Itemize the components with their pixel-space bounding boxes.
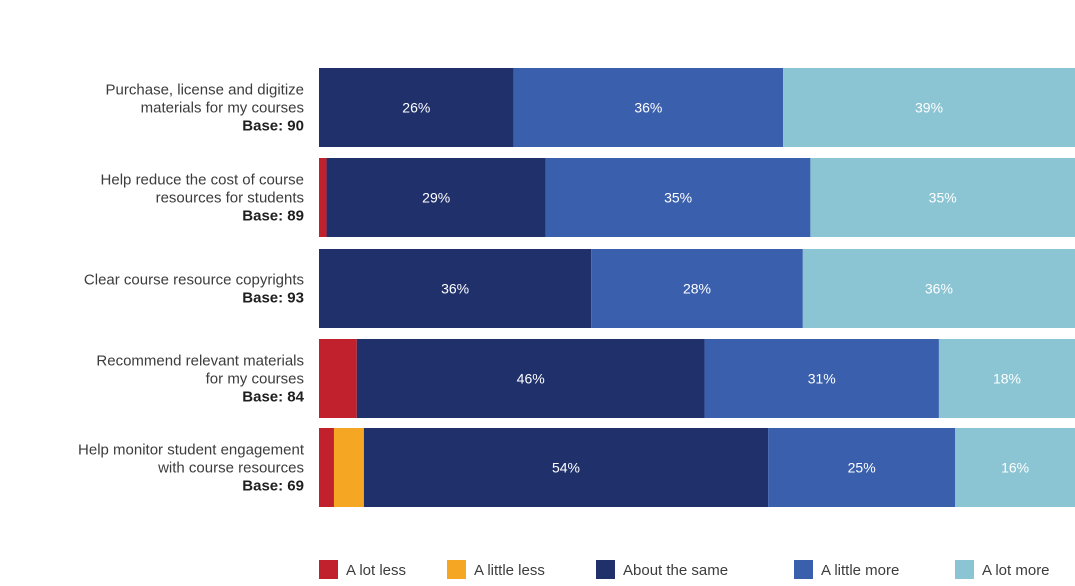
category-base: Base: 84 (242, 389, 304, 406)
bar-segment (938, 339, 1075, 418)
category-label: Purchase, license and digitizematerials … (106, 82, 304, 135)
bar-segment (810, 158, 1075, 237)
legend: A lot less A little less About the same A l… (319, 560, 1050, 579)
data-label: 36% (441, 281, 469, 297)
bar-row: 54% 25% 16% (319, 428, 1075, 507)
bar-rows: 26% 36% 39% 29% 35% 35% 36% 28% 36% 46% 31% 18% 54% 2… (319, 68, 1075, 507)
data-label: 29% (422, 190, 450, 206)
legend-label: A little more (821, 562, 899, 579)
legend-item: About the same (596, 560, 728, 579)
bar-row: 29% 35% 35% (319, 158, 1075, 237)
bar-row: 46% 31% 18% (319, 339, 1075, 418)
legend-swatch (319, 560, 338, 579)
bar-row: 36% 28% 36% (319, 249, 1075, 328)
category-labels: Purchase, license and digitizematerials … (78, 82, 305, 495)
category-label-line: materials for my courses (141, 100, 304, 117)
data-label: 46% (517, 371, 545, 387)
bar-segment (768, 428, 956, 507)
bar-segment (591, 249, 803, 328)
category-label-line: Clear course resource copyrights (84, 272, 304, 289)
data-label: 35% (664, 190, 692, 206)
bar-segment (704, 339, 939, 418)
category-label-line: with course resources (157, 460, 304, 477)
bar-segment (319, 428, 334, 507)
bar-segment (319, 249, 592, 328)
legend-item: A lot less (319, 560, 406, 579)
data-label: 36% (925, 281, 953, 297)
category-base: Base: 93 (242, 290, 304, 307)
category-base: Base: 69 (242, 478, 304, 495)
bar-segment (356, 339, 705, 418)
legend-label: A lot more (982, 562, 1050, 579)
data-label: 54% (552, 460, 580, 476)
bar-segment (545, 158, 811, 237)
category-label-line: Help monitor student engagement (78, 442, 305, 459)
legend-label: A lot less (346, 562, 406, 579)
data-label: 28% (683, 281, 711, 297)
data-label: 35% (929, 190, 957, 206)
legend-swatch (955, 560, 974, 579)
legend-swatch (447, 560, 466, 579)
bar-segment (363, 428, 769, 507)
category-label-line: Purchase, license and digitize (106, 82, 304, 99)
category-label: Help reduce the cost of courseresources … (101, 172, 304, 225)
data-label: 25% (848, 460, 876, 476)
category-label-line: resources for students (156, 190, 304, 207)
bar-segment (319, 68, 514, 147)
bar-segment (319, 158, 327, 237)
legend-item: A little less (447, 560, 545, 579)
data-label: 16% (1001, 460, 1029, 476)
bar-segment (333, 428, 364, 507)
bar-row: 26% 36% 39% (319, 68, 1075, 147)
bar-segment (326, 158, 546, 237)
bar-segment (513, 68, 784, 147)
bar-segment (802, 249, 1075, 328)
category-base: Base: 90 (242, 118, 304, 135)
bar-segment (955, 428, 1075, 507)
category-base: Base: 89 (242, 208, 304, 225)
data-label: 39% (915, 100, 943, 116)
legend-label: A little less (474, 562, 545, 579)
data-label: 31% (808, 371, 836, 387)
category-label-line: Recommend relevant materials (96, 353, 304, 370)
legend-label: About the same (623, 562, 728, 579)
data-label: 36% (634, 100, 662, 116)
data-label: 18% (993, 371, 1021, 387)
legend-item: A lot more (955, 560, 1050, 579)
category-label-line: for my courses (206, 371, 304, 388)
data-label: 26% (402, 100, 430, 116)
legend-swatch (794, 560, 813, 579)
category-label-line: Help reduce the cost of course (101, 172, 304, 189)
legend-item: A little more (794, 560, 899, 579)
bar-segment (783, 68, 1075, 147)
legend-swatch (596, 560, 615, 579)
bar-segment (319, 339, 357, 418)
